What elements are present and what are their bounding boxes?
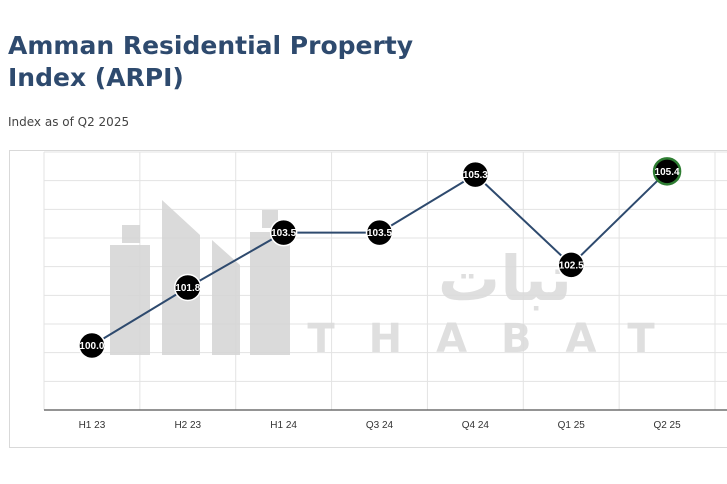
watermark-logo xyxy=(110,200,290,355)
data-label: 101.8 xyxy=(175,283,200,294)
data-point xyxy=(365,218,394,247)
x-tick-label: H1 24 xyxy=(270,420,297,431)
x-tick-label: Q4 24 xyxy=(462,420,490,431)
watermark-latin: THABAT xyxy=(307,316,688,362)
data-point xyxy=(78,331,106,360)
chart-frame xyxy=(9,150,727,448)
data-markers: 100.0 101.8 103.5 103.5 105.3 102.5 105.4 xyxy=(78,157,682,360)
data-label: 103.5 xyxy=(271,228,296,239)
data-label: 105.3 xyxy=(463,170,488,181)
thabat-watermark: ثبات THABAT xyxy=(110,200,688,362)
data-label: 103.5 xyxy=(367,228,392,239)
data-point xyxy=(557,251,585,279)
page-title: Amman Residential Property Index (ARPI) xyxy=(8,31,414,92)
page-subtitle: Index as of Q2 2025 xyxy=(8,115,130,129)
x-tick-label: H2 23 xyxy=(174,420,201,431)
watermark-arabic: ثبات xyxy=(438,242,572,315)
data-point xyxy=(652,157,682,186)
x-tick-label: Q3 24 xyxy=(366,420,394,431)
data-point xyxy=(174,273,202,302)
chart-grid xyxy=(43,151,727,410)
data-label: 100.0 xyxy=(79,341,104,352)
data-point xyxy=(461,160,490,189)
data-label: 102.5 xyxy=(559,260,584,271)
x-axis-ticks: H1 23 H2 23 H1 24 Q3 24 Q4 24 Q1 25 Q2 25 xyxy=(79,420,682,431)
x-tick-label: Q2 25 xyxy=(653,420,681,431)
x-tick-label: Q1 25 xyxy=(558,420,586,431)
data-point xyxy=(269,218,298,247)
data-label: 105.4 xyxy=(655,167,680,178)
x-tick-label: H1 23 xyxy=(79,420,106,431)
